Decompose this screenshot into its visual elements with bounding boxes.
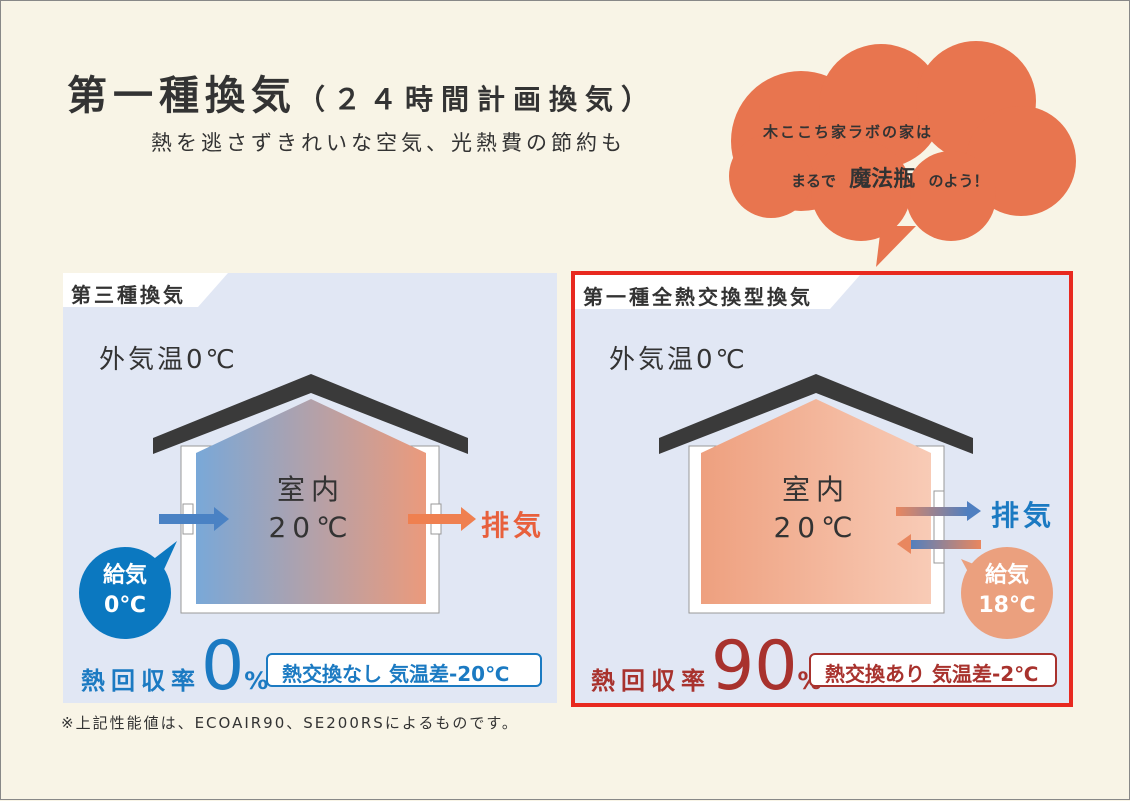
cloud-line2: まるで 魔法瓶 のよう！ [791,167,989,192]
page-title: 第一種換気（２４時間計画換気） [67,73,658,119]
cloud-emphasis: 魔法瓶 [849,167,916,192]
note-box-right: 熱交換あり 気温差-2℃ [809,653,1057,687]
cloud-line1: 木ここち家ラボの家は [763,123,934,141]
house-left [151,374,476,614]
note-box-left: 熱交換なし 気温差-20℃ [266,653,542,687]
exhaust-label-left: 排気 [481,509,546,542]
panel-tab: 第三種換気 [63,273,228,307]
page-title-sub: （２４時間計画換気） [297,83,658,116]
supply-bubble-right: 給気 18℃ [961,547,1053,639]
heat-recovery-value: 90 [711,627,798,706]
room-left: 室内 20℃ [268,473,354,544]
heat-recovery-right: 熱回収率90% [591,627,822,706]
page-subtitle: 熱を逃さずきれいな空気、光熱費の節約も [151,131,626,155]
exhaust-label-right: 排気 [991,499,1056,532]
house-right [659,374,991,614]
supply-bubble-left: 給気 0℃ [79,547,171,639]
outside-temp-right: 外気温0℃ [609,345,748,375]
heat-recovery-left: 熱回収率0% [81,627,269,706]
footnote: ※上記性能値は、ECOAIR90、SE200RSによるものです。 [61,714,519,732]
room-right: 室内 20℃ [773,473,859,544]
heat-recovery-value: 0 [201,627,245,706]
outside-temp-left: 外気温0℃ [99,345,238,375]
panel-tab: 第一種全熱交換型換気 [575,275,860,309]
